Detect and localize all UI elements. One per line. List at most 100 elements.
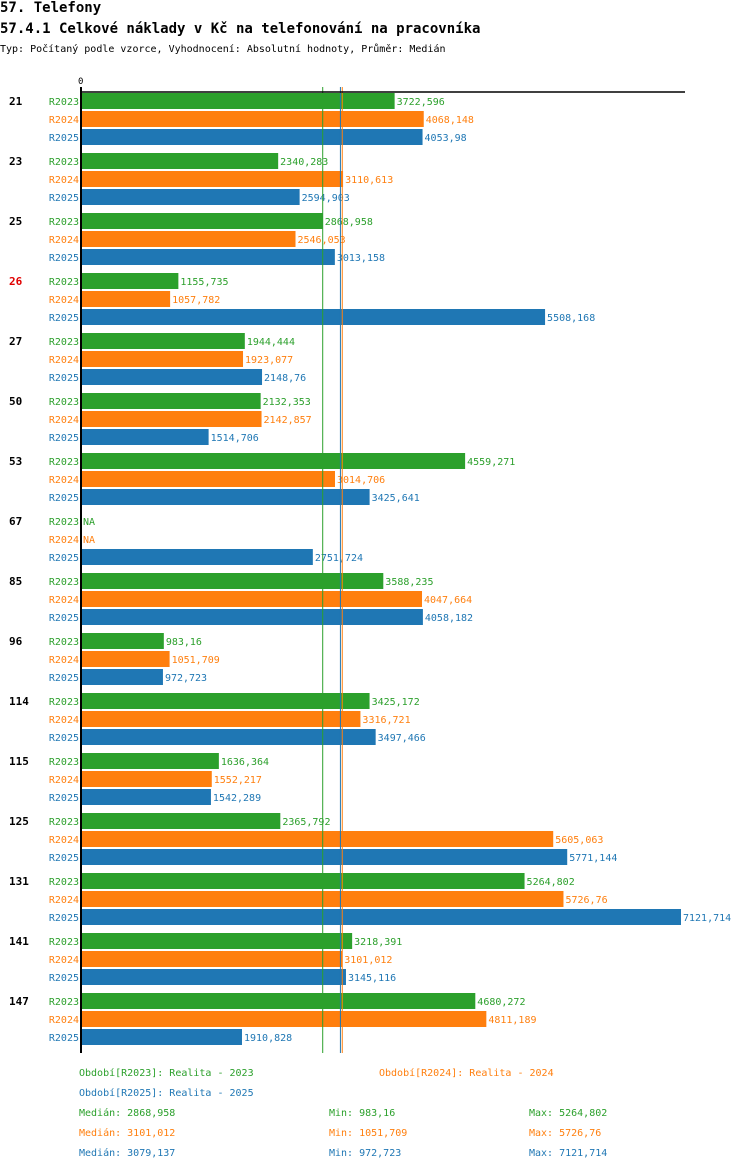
- series-label: R2025: [49, 553, 79, 564]
- bar-R2024: [81, 591, 423, 607]
- bar-R2024: [81, 291, 171, 307]
- data-label: 3145,116: [348, 973, 396, 984]
- data-label: 1552,217: [214, 775, 262, 786]
- data-label: 7121,714: [683, 913, 731, 924]
- data-label: NA: [83, 517, 95, 528]
- bar-R2024: [81, 951, 343, 967]
- stat-min-R2024: Min: 1051,709: [329, 1128, 408, 1139]
- bar-R2025: [81, 189, 300, 205]
- category-label: 125: [9, 815, 29, 828]
- series-label: R2023: [49, 97, 79, 108]
- series-label: R2024: [49, 775, 79, 786]
- data-label: 3425,641: [372, 493, 420, 504]
- series-label: R2023: [49, 937, 79, 948]
- series-label: R2025: [49, 493, 79, 504]
- data-label: 5771,144: [569, 853, 617, 864]
- series-label: R2023: [49, 637, 79, 648]
- series-label: R2023: [49, 817, 79, 828]
- legend-item-R2025: Období[R2025]: Realita - 2025: [79, 1088, 254, 1099]
- data-label: 2132,353: [263, 397, 311, 408]
- bar-R2024: [81, 411, 262, 427]
- data-label: 1923,077: [245, 355, 293, 366]
- category-label: 96: [9, 635, 23, 648]
- category-label: 85: [9, 575, 22, 588]
- bar-R2023: [81, 573, 384, 589]
- bar-R2025: [81, 129, 423, 145]
- data-label: 2365,792: [282, 817, 330, 828]
- data-label: 1514,706: [211, 433, 259, 444]
- data-label: 2546,053: [298, 235, 346, 246]
- series-label: R2025: [49, 193, 79, 204]
- bar-R2023: [81, 333, 245, 349]
- data-label: 4559,271: [467, 457, 515, 468]
- data-label: 3014,706: [337, 475, 385, 486]
- bar-R2025: [81, 669, 163, 685]
- bar-R2024: [81, 231, 296, 247]
- bar-R2025: [81, 549, 313, 565]
- stat-min-R2023: Min: 983,16: [329, 1108, 396, 1119]
- data-label: 5508,168: [547, 313, 595, 324]
- data-label: 2751,724: [315, 553, 363, 564]
- series-label: R2024: [49, 475, 79, 486]
- category-label: 23: [9, 155, 22, 168]
- bar-R2024: [81, 351, 244, 367]
- bar-R2025: [81, 1029, 242, 1045]
- bar-R2023: [81, 933, 353, 949]
- bar-R2024: [81, 111, 424, 127]
- data-label: 5605,063: [555, 835, 603, 846]
- series-label: R2023: [49, 757, 79, 768]
- category-label: 21: [9, 95, 23, 108]
- data-label: 4053,98: [425, 133, 467, 144]
- bar-R2023: [81, 93, 395, 109]
- data-label: 3722,596: [397, 97, 445, 108]
- series-label: R2025: [49, 913, 79, 924]
- data-label: 2340,283: [280, 157, 328, 168]
- category-label: 147: [9, 995, 29, 1008]
- series-label: R2024: [49, 355, 79, 366]
- series-label: R2023: [49, 997, 79, 1008]
- stat-max-R2024: Max: 5726,76: [529, 1128, 602, 1139]
- stat-max-R2023: Max: 5264,802: [529, 1108, 608, 1119]
- bar-R2023: [81, 393, 261, 409]
- series-label: R2025: [49, 133, 79, 144]
- data-label: 2594,903: [302, 193, 350, 204]
- bar-R2023: [81, 693, 370, 709]
- stat-max-R2025: Max: 7121,714: [529, 1148, 608, 1159]
- data-label: 3013,158: [337, 253, 385, 264]
- data-label: 1051,709: [172, 655, 220, 666]
- data-label: 1057,782: [172, 295, 220, 306]
- bar-R2024: [81, 771, 212, 787]
- bar-R2023: [81, 873, 525, 889]
- category-label: 67: [9, 515, 22, 528]
- data-label: 4068,148: [426, 115, 474, 126]
- series-label: R2025: [49, 793, 79, 804]
- series-label: R2023: [49, 877, 79, 888]
- series-label: R2025: [49, 253, 79, 264]
- data-label: 3101,012: [344, 955, 392, 966]
- bar-R2024: [81, 651, 170, 667]
- series-label: R2025: [49, 973, 79, 984]
- series-label: R2023: [49, 217, 79, 228]
- bar-R2024: [81, 711, 361, 727]
- bar-R2025: [81, 729, 376, 745]
- data-label: 3110,613: [345, 175, 393, 186]
- data-label: 3425,172: [372, 697, 420, 708]
- series-label: R2023: [49, 517, 79, 528]
- series-label: R2024: [49, 835, 79, 846]
- series-label: R2025: [49, 433, 79, 444]
- category-label: 114: [9, 695, 29, 708]
- bar-R2023: [81, 153, 279, 169]
- series-label: R2024: [49, 1015, 79, 1026]
- bar-R2025: [81, 849, 568, 865]
- series-label: R2025: [49, 313, 79, 324]
- category-label: 141: [9, 935, 29, 948]
- series-label: R2023: [49, 337, 79, 348]
- data-label: 5726,76: [565, 895, 607, 906]
- page-title: 57. Telefony: [0, 0, 102, 16]
- bar-R2025: [81, 909, 681, 925]
- bar-R2025: [81, 969, 346, 985]
- category-label: 26: [9, 275, 23, 288]
- series-label: R2023: [49, 397, 79, 408]
- bar-R2025: [81, 489, 370, 505]
